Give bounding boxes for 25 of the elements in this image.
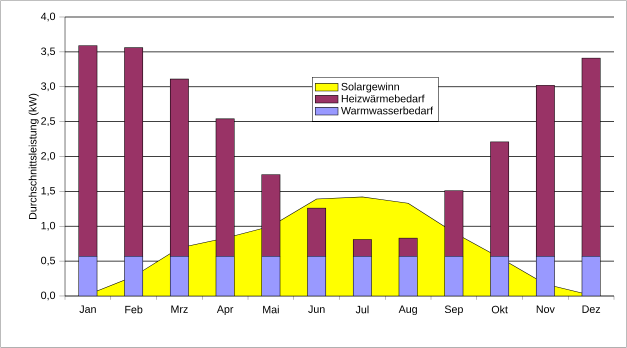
x-tick-label: Jan bbox=[79, 305, 96, 313]
x-tick-label: Aug bbox=[398, 305, 417, 316]
y-tick-label: 0,5 bbox=[41, 256, 56, 266]
x-tick-label: Dez bbox=[582, 305, 600, 313]
y-tick-label: 1,5 bbox=[41, 187, 56, 196]
y-tick-label: 0,0 bbox=[41, 292, 56, 300]
y-tick-label: 3,5 bbox=[41, 47, 56, 56]
x-tick-label: Nov bbox=[536, 305, 555, 313]
x-tick-label: Feb bbox=[125, 305, 142, 314]
y-tick-label: 3,0 bbox=[41, 82, 56, 92]
legend-label: Solargewinn bbox=[341, 82, 399, 93]
legend-label: Warmwasserbedarf bbox=[340, 106, 434, 114]
x-tick-label: Apr bbox=[216, 305, 234, 316]
x-tick-label: Mrz bbox=[171, 305, 188, 313]
legend-label: Heizwärmebedarf bbox=[342, 94, 425, 102]
y-axis-title: Durchschnittsleistung (kW) bbox=[28, 94, 39, 220]
y-tick-label: 2,5 bbox=[41, 117, 56, 126]
x-tick-label: Sep bbox=[444, 306, 463, 316]
x-tick-label: Okt bbox=[492, 305, 508, 314]
x-tick-label: Jul bbox=[356, 305, 368, 314]
y-tick-label: 4,0 bbox=[40, 12, 56, 22]
x-tick-label: Mai bbox=[263, 305, 279, 314]
y-tick-label: 2,0 bbox=[41, 152, 56, 161]
x-tick-label: Jun bbox=[308, 305, 325, 313]
y-tick-label: 1,0 bbox=[41, 222, 56, 231]
